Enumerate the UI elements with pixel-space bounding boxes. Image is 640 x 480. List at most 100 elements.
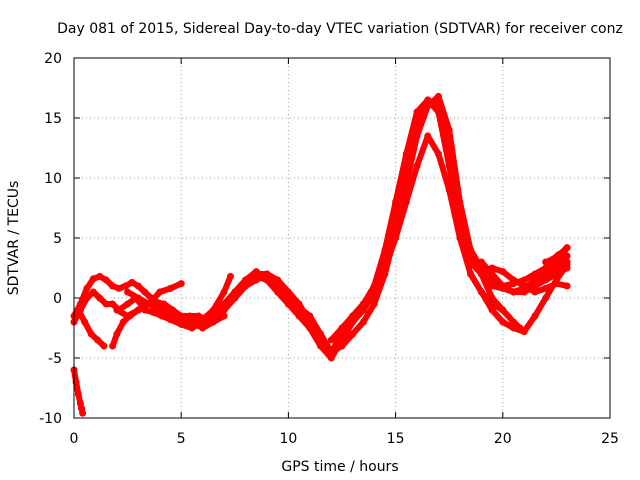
- data-point: [555, 251, 562, 259]
- data-point: [113, 330, 121, 338]
- data-point: [531, 270, 539, 278]
- data-point: [327, 354, 335, 362]
- data-point: [531, 282, 539, 290]
- data-point: [563, 252, 571, 260]
- data-point: [306, 318, 314, 326]
- data-point: [74, 390, 82, 398]
- data-point: [499, 318, 507, 326]
- data-point: [96, 272, 104, 280]
- data-point: [338, 342, 346, 350]
- data-point: [209, 318, 217, 326]
- data-point: [392, 234, 400, 242]
- data-point: [220, 312, 228, 320]
- data-point: [413, 108, 421, 116]
- data-point: [109, 342, 117, 350]
- data-point: [89, 275, 97, 283]
- data-point: [402, 198, 410, 206]
- data-point: [359, 318, 367, 326]
- data-point: [177, 280, 185, 288]
- data-series: [70, 92, 571, 417]
- data-point: [548, 256, 556, 264]
- data-point: [96, 294, 104, 302]
- data-point: [89, 288, 97, 296]
- data-point: [134, 306, 142, 314]
- data-point: [542, 264, 550, 272]
- data-point: [392, 198, 400, 206]
- data-point: [252, 276, 260, 284]
- data-point: [510, 276, 517, 284]
- data-point: [424, 102, 432, 110]
- y-tick-label: 0: [53, 291, 62, 307]
- data-point: [563, 260, 571, 268]
- y-tick-label: 10: [44, 171, 62, 187]
- data-point: [81, 318, 89, 326]
- data-point: [134, 282, 142, 290]
- data-point: [499, 282, 507, 290]
- data-point: [424, 132, 432, 140]
- data-point: [188, 318, 196, 326]
- data-point: [349, 312, 357, 320]
- x-tick-label: 0: [70, 431, 79, 447]
- data-point: [413, 162, 421, 170]
- data-point: [274, 276, 282, 284]
- data-point: [100, 342, 108, 350]
- data-point: [134, 294, 142, 302]
- data-point: [499, 306, 507, 314]
- data-point: [102, 276, 110, 284]
- data-point: [563, 244, 571, 252]
- data-point: [370, 288, 378, 296]
- data-point: [295, 312, 303, 320]
- data-point: [220, 306, 228, 314]
- data-point: [177, 320, 185, 328]
- y-tick-label: 5: [53, 231, 62, 247]
- data-point: [194, 312, 202, 320]
- data-point: [327, 336, 335, 344]
- data-point: [520, 328, 528, 336]
- data-point: [83, 294, 91, 302]
- data-point: [220, 288, 228, 296]
- data-point: [499, 268, 507, 276]
- data-point: [349, 330, 357, 338]
- data-point: [109, 282, 117, 290]
- data-point: [381, 264, 389, 272]
- data-point: [531, 312, 539, 320]
- data-point: [167, 284, 174, 292]
- data-point: [231, 294, 239, 302]
- data-point: [542, 294, 550, 302]
- data-point: [456, 198, 464, 206]
- data-point: [327, 348, 335, 356]
- data-point: [167, 316, 174, 324]
- data-point: [177, 312, 185, 320]
- data-point: [477, 270, 485, 278]
- data-point: [227, 272, 234, 280]
- data-point: [542, 258, 550, 266]
- data-point: [199, 324, 207, 332]
- data-point: [413, 132, 421, 140]
- data-point: [119, 318, 127, 326]
- data-point: [263, 270, 271, 278]
- data-point: [317, 336, 325, 344]
- data-point: [488, 270, 496, 278]
- y-axis-label: SDTVAR / TECUs: [6, 181, 22, 296]
- data-point: [145, 300, 153, 308]
- chart-title: Day 081 of 2015, Sidereal Day-to-day VTE…: [57, 21, 623, 37]
- data-point: [109, 300, 117, 308]
- data-point: [338, 324, 346, 332]
- data-point: [435, 150, 442, 158]
- data-point: [242, 282, 249, 290]
- data-point: [284, 288, 292, 296]
- data-point: [445, 126, 453, 134]
- data-point: [124, 300, 132, 308]
- y-tick-label: -10: [39, 411, 62, 427]
- data-point: [156, 288, 164, 296]
- data-point: [456, 234, 464, 242]
- data-point: [87, 330, 95, 338]
- x-tick-label: 25: [601, 431, 619, 447]
- data-point: [510, 324, 517, 332]
- grid: [74, 58, 610, 418]
- data-point: [83, 284, 91, 292]
- data-point: [79, 409, 87, 417]
- data-point: [115, 284, 123, 292]
- data-point: [124, 312, 132, 320]
